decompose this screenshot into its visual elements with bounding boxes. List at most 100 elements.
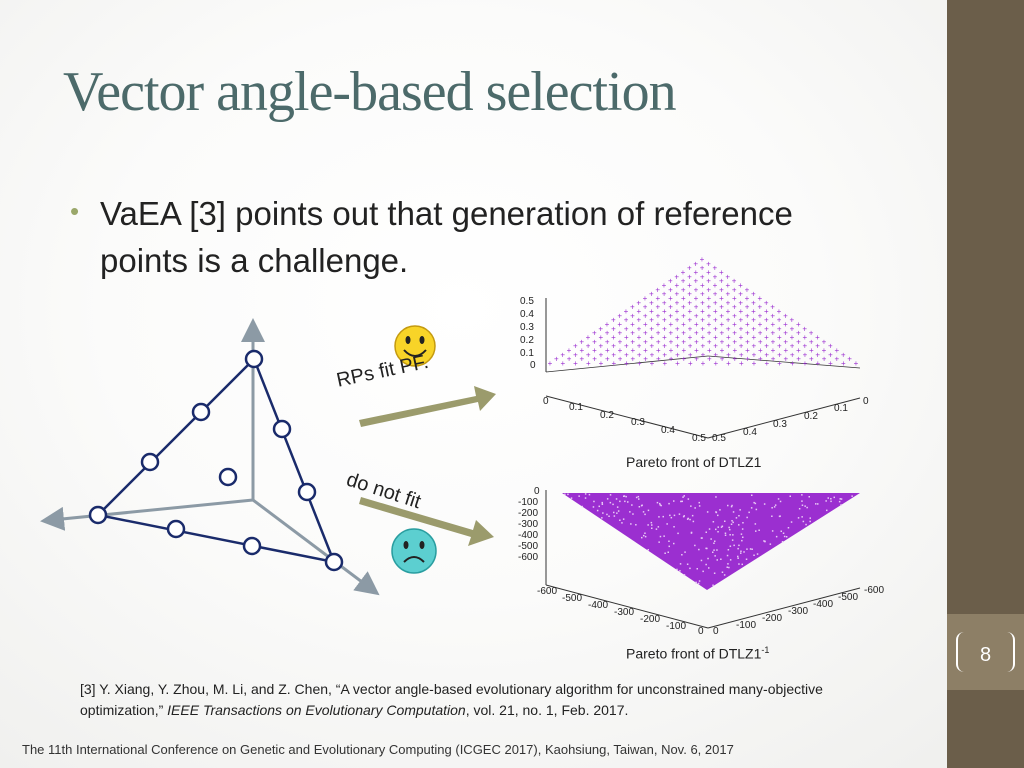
- plot2-left-axis: [545, 584, 709, 629]
- pareto-point: +: [650, 350, 655, 359]
- pareto-point: +: [777, 316, 782, 325]
- pareto-point: [668, 540, 670, 542]
- pareto-point: +: [713, 281, 718, 290]
- pareto-point: [616, 512, 618, 514]
- pareto-point: [739, 509, 741, 511]
- pareto-point: +: [700, 272, 705, 281]
- pareto-point: +: [706, 259, 711, 268]
- pareto-point: +: [770, 311, 775, 320]
- pareto-point: +: [758, 329, 763, 338]
- pareto-point: +: [802, 324, 807, 333]
- reference-point: [272, 419, 292, 439]
- pareto-point: [771, 507, 773, 509]
- pareto-point: [826, 509, 828, 512]
- caption-dtlz1: Pareto front of DTLZ1: [626, 454, 762, 470]
- pareto-point: [713, 549, 715, 551]
- pareto-point: +: [668, 294, 673, 303]
- pareto-point: [717, 514, 719, 517]
- pareto-point: [659, 502, 661, 505]
- pareto-point: +: [745, 337, 750, 346]
- pareto-point: +: [567, 346, 572, 355]
- pareto-point: +: [726, 298, 731, 307]
- pareto-point: +: [681, 355, 686, 364]
- pareto-point: +: [675, 316, 680, 325]
- pareto-point: [724, 520, 726, 522]
- pareto-point: +: [649, 298, 654, 307]
- pareto-point: +: [764, 324, 769, 333]
- pareto-point: +: [687, 281, 692, 290]
- pareto-point: [741, 528, 744, 530]
- pareto-point: +: [668, 311, 673, 320]
- pareto-point: +: [662, 298, 667, 307]
- pareto-point: +: [668, 277, 673, 286]
- pareto-point: +: [783, 337, 788, 346]
- pareto-point: +: [624, 316, 629, 325]
- pareto-point: +: [694, 337, 699, 346]
- pareto-point: +: [738, 298, 743, 307]
- pareto-point: +: [649, 316, 654, 325]
- plot1-z-tick: 0.1: [520, 348, 534, 359]
- pareto-point: +: [548, 359, 553, 368]
- pareto-point: +: [662, 359, 667, 368]
- plot1-right-tick: 0.4: [743, 427, 757, 438]
- pareto-point: [731, 520, 733, 522]
- pareto-point: [669, 514, 671, 517]
- plot1-left-axis: [545, 395, 709, 439]
- pareto-point: [613, 511, 615, 514]
- pareto-point: +: [790, 350, 795, 359]
- bullet-point: • VaEA [3] points out that generation of…: [70, 190, 896, 284]
- pareto-point: [694, 507, 696, 509]
- pareto-point: +: [713, 290, 718, 299]
- pareto-point: +: [681, 346, 686, 355]
- pareto-point: +: [617, 320, 622, 329]
- axis-f2: [252, 498, 380, 596]
- pareto-point: +: [700, 264, 705, 273]
- pareto-point: +: [732, 277, 737, 286]
- pareto-point: +: [707, 311, 712, 320]
- pareto-point: +: [611, 350, 616, 359]
- pareto-point: [779, 515, 781, 517]
- pareto-point: +: [681, 320, 686, 329]
- pareto-point: [666, 523, 668, 525]
- pareto-point: [700, 537, 703, 539]
- pareto-point: [617, 510, 620, 512]
- pareto-point: +: [796, 355, 801, 364]
- bullet-line-2: points is a challenge.: [100, 242, 409, 279]
- pareto-point: +: [693, 259, 698, 268]
- pareto-point: [777, 498, 780, 500]
- pareto-point: +: [828, 359, 833, 368]
- pareto-point: +: [618, 337, 623, 346]
- pareto-point: [630, 523, 632, 525]
- pareto-point: [737, 557, 739, 559]
- pareto-point: [619, 519, 621, 521]
- pareto-point: [716, 559, 718, 561]
- plot2-z-tick: 0: [534, 486, 540, 497]
- pareto-point: [727, 504, 729, 507]
- pareto-point: +: [707, 337, 712, 346]
- pareto-point: +: [725, 272, 730, 281]
- reference-point: [166, 519, 186, 539]
- pareto-point: [773, 506, 776, 508]
- pareto-point: [809, 520, 811, 523]
- reference-line-2-end: , vol. 21, no. 1, Feb. 2017.: [465, 702, 629, 718]
- pareto-point: [738, 515, 740, 517]
- pareto-point: +: [783, 346, 788, 355]
- pareto-point: [763, 503, 766, 505]
- pareto-point: [682, 496, 684, 498]
- plot1-right-tick: 0.3: [773, 419, 787, 430]
- pareto-point: [608, 515, 610, 517]
- pareto-point: [673, 514, 676, 517]
- pareto-point: [673, 542, 675, 545]
- pareto-point: [714, 555, 716, 557]
- pareto-point: [730, 505, 733, 508]
- pareto-point: [732, 521, 734, 524]
- pareto-point: +: [624, 324, 629, 333]
- pareto-point: +: [636, 307, 641, 316]
- pareto-point: [780, 530, 782, 532]
- pareto-point: +: [758, 311, 763, 320]
- pareto-point: [806, 506, 808, 509]
- pareto-point: +: [681, 268, 686, 277]
- pareto-point: [730, 523, 733, 525]
- pareto-point: +: [656, 320, 661, 329]
- pareto-point: +: [605, 329, 610, 338]
